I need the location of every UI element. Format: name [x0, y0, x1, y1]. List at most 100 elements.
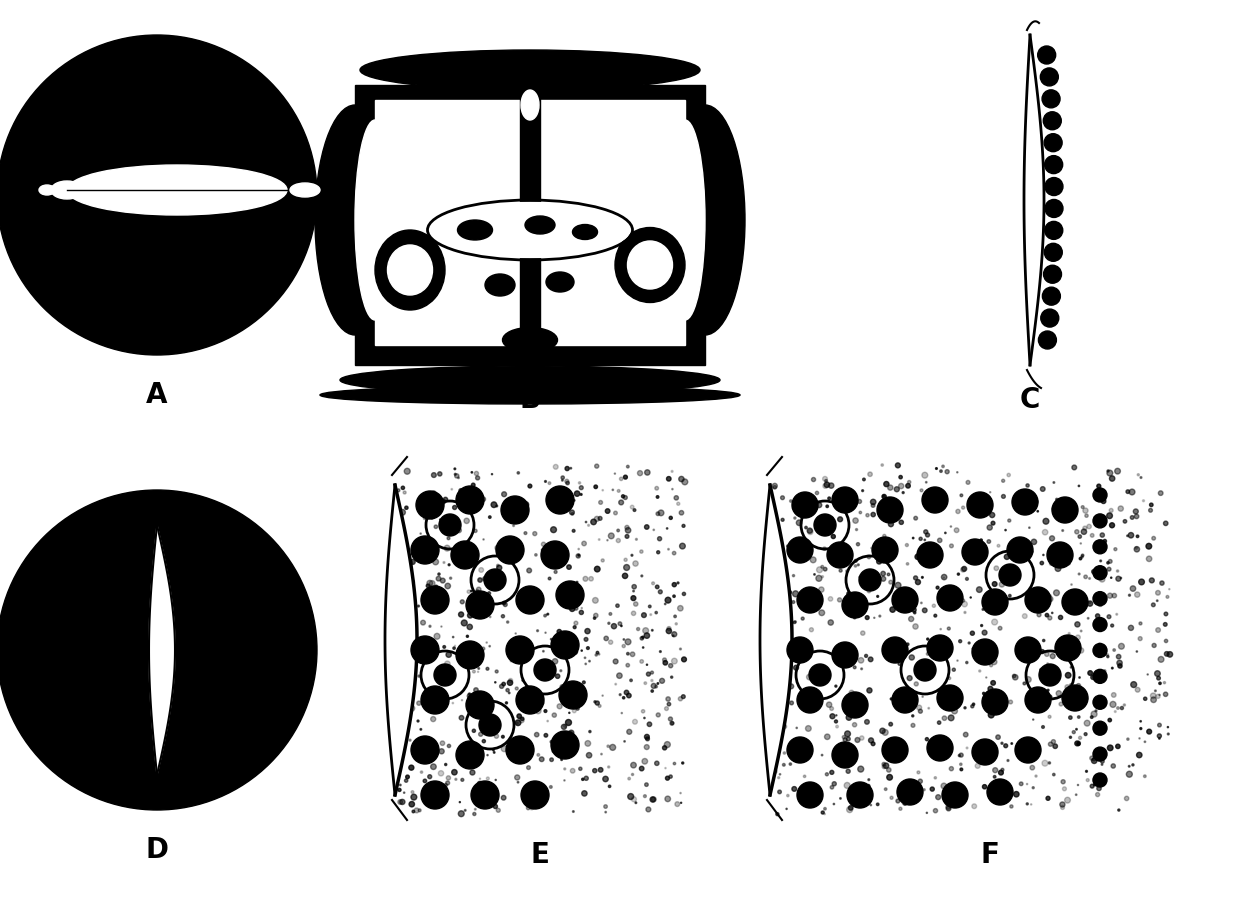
Circle shape: [1102, 671, 1104, 672]
Circle shape: [584, 657, 585, 659]
Circle shape: [941, 600, 944, 602]
Circle shape: [476, 476, 480, 480]
Circle shape: [613, 489, 614, 490]
Circle shape: [621, 625, 622, 627]
Circle shape: [450, 577, 451, 579]
Circle shape: [551, 740, 553, 743]
Circle shape: [556, 647, 559, 652]
Circle shape: [410, 641, 415, 647]
Circle shape: [1092, 747, 1107, 761]
Circle shape: [779, 774, 781, 775]
Circle shape: [446, 652, 451, 658]
Circle shape: [779, 708, 784, 713]
Circle shape: [614, 511, 618, 515]
Circle shape: [1087, 525, 1091, 529]
Circle shape: [773, 483, 777, 488]
Circle shape: [542, 542, 546, 546]
Circle shape: [1099, 643, 1100, 644]
Circle shape: [980, 539, 982, 542]
Circle shape: [892, 587, 918, 613]
Circle shape: [794, 517, 796, 519]
Circle shape: [464, 749, 469, 754]
Circle shape: [0, 35, 317, 355]
Circle shape: [655, 487, 658, 490]
Circle shape: [472, 645, 475, 648]
Circle shape: [1136, 688, 1140, 692]
Circle shape: [600, 754, 603, 755]
Circle shape: [890, 796, 893, 799]
Circle shape: [846, 769, 851, 774]
Circle shape: [682, 525, 684, 527]
Circle shape: [650, 613, 652, 615]
Circle shape: [926, 638, 929, 641]
Circle shape: [1092, 565, 1107, 580]
Circle shape: [883, 535, 885, 537]
Circle shape: [516, 722, 518, 724]
Circle shape: [787, 637, 813, 663]
Circle shape: [960, 763, 962, 766]
Circle shape: [826, 773, 828, 776]
Circle shape: [923, 789, 925, 791]
Circle shape: [682, 762, 683, 764]
Circle shape: [1035, 688, 1039, 692]
Circle shape: [867, 555, 870, 559]
Circle shape: [928, 735, 954, 761]
Circle shape: [631, 762, 636, 768]
Circle shape: [1014, 549, 1017, 552]
Circle shape: [1081, 555, 1083, 558]
Circle shape: [832, 742, 858, 768]
Circle shape: [516, 550, 518, 553]
Circle shape: [780, 656, 784, 660]
Circle shape: [1115, 710, 1116, 712]
Circle shape: [474, 529, 477, 533]
Circle shape: [1087, 618, 1089, 619]
Circle shape: [868, 737, 873, 743]
Circle shape: [801, 617, 805, 620]
Circle shape: [1118, 506, 1123, 511]
Circle shape: [397, 612, 399, 614]
Circle shape: [680, 544, 686, 549]
Circle shape: [867, 589, 870, 593]
Circle shape: [1001, 768, 1004, 771]
Circle shape: [777, 577, 784, 583]
Circle shape: [415, 491, 444, 519]
Circle shape: [816, 491, 818, 495]
Circle shape: [914, 612, 916, 614]
Circle shape: [823, 567, 827, 571]
Circle shape: [1045, 221, 1063, 239]
Circle shape: [619, 500, 624, 505]
Circle shape: [975, 764, 980, 768]
Circle shape: [1035, 775, 1037, 777]
Circle shape: [1111, 624, 1114, 627]
Circle shape: [1156, 694, 1161, 699]
Circle shape: [1099, 602, 1102, 606]
Circle shape: [626, 693, 631, 698]
Circle shape: [976, 587, 982, 593]
Circle shape: [575, 707, 579, 710]
Circle shape: [1048, 716, 1052, 718]
Circle shape: [435, 506, 438, 509]
Circle shape: [652, 582, 655, 584]
Circle shape: [1065, 797, 1070, 803]
Circle shape: [776, 633, 780, 637]
Circle shape: [589, 576, 593, 581]
Circle shape: [626, 652, 629, 655]
Circle shape: [409, 739, 412, 741]
Circle shape: [516, 687, 518, 690]
Circle shape: [506, 736, 534, 764]
Circle shape: [1092, 695, 1107, 709]
Circle shape: [637, 470, 642, 476]
Circle shape: [658, 590, 662, 593]
Circle shape: [436, 787, 439, 791]
Circle shape: [909, 707, 911, 708]
Circle shape: [543, 651, 544, 652]
Circle shape: [556, 581, 584, 609]
Circle shape: [531, 608, 533, 611]
Circle shape: [1042, 90, 1060, 108]
Circle shape: [632, 561, 639, 566]
Circle shape: [950, 766, 954, 771]
Circle shape: [606, 745, 609, 747]
Circle shape: [960, 494, 962, 496]
Circle shape: [962, 602, 967, 607]
Circle shape: [837, 556, 841, 560]
